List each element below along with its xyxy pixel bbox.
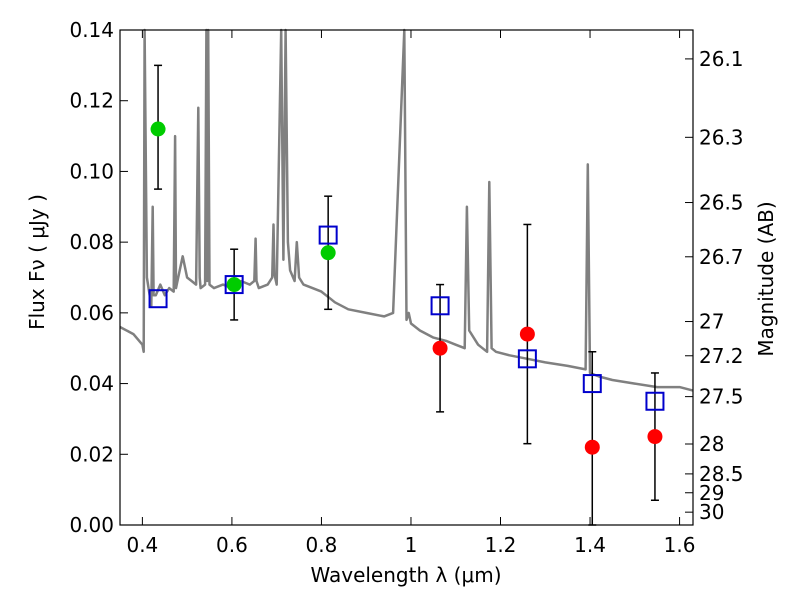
y2-tick-label: 26.1 bbox=[699, 47, 744, 71]
y-tick-label: 0.10 bbox=[69, 159, 114, 183]
x-tick-label: 1.4 bbox=[574, 533, 606, 557]
red-detections-point bbox=[647, 429, 663, 445]
y2-tick-label: 27 bbox=[699, 310, 724, 334]
x-tick-label: 0.4 bbox=[126, 533, 158, 557]
y2-tick-label: 26.3 bbox=[699, 125, 744, 149]
x-tick-label: 0.6 bbox=[216, 533, 248, 557]
y-tick-label: 0.08 bbox=[69, 230, 114, 254]
red-detections-point bbox=[432, 340, 448, 356]
y2-tick-label: 28 bbox=[699, 432, 724, 456]
green-detections-point bbox=[150, 121, 166, 137]
y-tick-label: 0.00 bbox=[69, 513, 114, 537]
y2-tick-label: 27.2 bbox=[699, 344, 744, 368]
y-axis: 0.00 0.02 0.04 0.06 0.08 0.10 0.12 0.14 bbox=[69, 18, 128, 537]
red-detections-point bbox=[519, 326, 535, 342]
model-photometry-point bbox=[318, 225, 338, 245]
y-tick-label: 0.12 bbox=[69, 89, 114, 113]
model-photometry-point bbox=[148, 289, 168, 309]
x-tick-label: 0.8 bbox=[306, 533, 338, 557]
x-axis: 0.4 0.6 0.8 1 1.2 1.4 1.6 bbox=[126, 30, 695, 557]
x-tick-label: 1.6 bbox=[664, 533, 696, 557]
y-tick-label: 0.06 bbox=[69, 301, 114, 325]
y-axis-label: Flux Fν ( μJy ) bbox=[25, 194, 49, 330]
y2-tick-label: 30 bbox=[699, 500, 724, 524]
plot-frame bbox=[119, 29, 694, 526]
y2-axis-label: Magnitude (AB) bbox=[754, 201, 778, 356]
x-tick-label: 1 bbox=[405, 533, 418, 557]
model-photometry-point bbox=[224, 275, 244, 295]
y2-tick-label: 27.5 bbox=[699, 385, 744, 409]
y-tick-label: 0.14 bbox=[69, 18, 114, 42]
y2-tick-label: 28.5 bbox=[699, 462, 744, 486]
y2-tick-label: 26.5 bbox=[699, 191, 744, 215]
y-tick-label: 0.02 bbox=[69, 442, 114, 466]
green-detections-point bbox=[226, 277, 242, 293]
red-detections-point bbox=[584, 439, 600, 455]
x-tick-label: 1.2 bbox=[485, 533, 517, 557]
model-spectrum-line bbox=[119, 28, 694, 392]
model-photometry-point bbox=[582, 374, 602, 394]
x-axis-label: Wavelength λ (μm) bbox=[310, 563, 501, 587]
marker-layer bbox=[148, 121, 665, 455]
spectrum-layer bbox=[119, 28, 694, 392]
y2-tick-label: 26.7 bbox=[699, 245, 744, 269]
y-tick-label: 0.04 bbox=[69, 372, 114, 396]
y2-tick-label: 29 bbox=[699, 481, 724, 505]
green-detections-point bbox=[320, 245, 336, 261]
model-photometry-point bbox=[430, 296, 450, 316]
model-photometry-point bbox=[517, 349, 537, 369]
model-photometry-point bbox=[645, 391, 665, 411]
